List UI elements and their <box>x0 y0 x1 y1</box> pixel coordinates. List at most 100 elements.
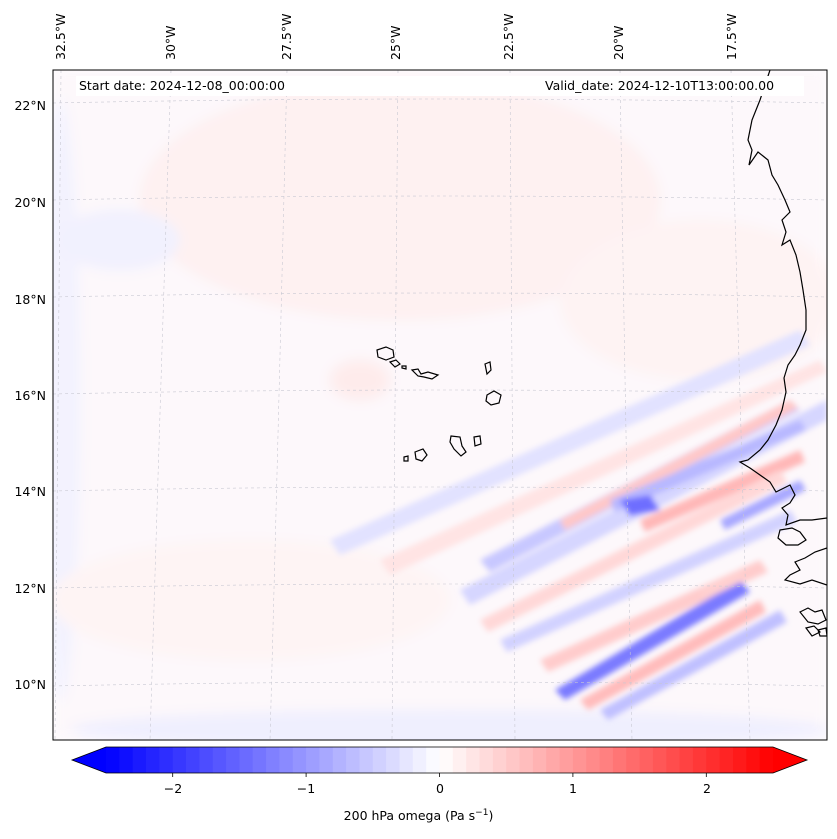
lon-label-17-5w: 17.5°W <box>724 13 739 60</box>
colorbar-cell <box>719 747 734 773</box>
island-sao-nicolau <box>410 368 440 380</box>
colorbar-tick-label-1: 1 <box>569 781 577 796</box>
colorbar-cell <box>479 747 494 773</box>
colorbar-tick-label-2: 2 <box>703 781 711 796</box>
island-fogo <box>414 448 428 462</box>
colorbar-extend-min <box>72 747 106 773</box>
colorbar-units-open: ( <box>445 808 451 824</box>
lat-label-12n: 12°N <box>14 581 46 596</box>
colorbar-cell <box>452 747 467 773</box>
africa-coastline-south <box>783 547 827 586</box>
lat-label-10n: 10°N <box>14 677 46 692</box>
colorbar-cells <box>72 747 807 773</box>
valid-date-label: Valid_date: 2024-12-10T13:00:00.00 <box>543 78 777 93</box>
omega-field <box>53 70 827 740</box>
island-maio <box>473 435 482 447</box>
colorbar-cell <box>652 747 667 773</box>
island-santo-antao <box>376 346 395 361</box>
colorbar-cell <box>386 747 401 773</box>
colorbar-cell <box>759 747 774 773</box>
gridlines <box>53 70 827 740</box>
colorbar-tick-label-0: 0 <box>436 781 444 796</box>
coastlines <box>376 70 827 637</box>
colorbar-cell <box>466 747 481 773</box>
bissagos-islands <box>799 607 827 637</box>
colorbar-cell <box>292 747 307 773</box>
island-sao-vicente <box>388 359 401 368</box>
africa-coastline <box>738 70 827 526</box>
colorbar-cell <box>159 747 174 773</box>
lat-label-14n: 14°N <box>14 484 46 499</box>
colorbar-cell <box>146 747 160 773</box>
colorbar-cell <box>666 747 681 773</box>
senegal-river-inlet <box>777 527 807 546</box>
island-santiago <box>449 435 467 457</box>
colorbar <box>70 746 809 777</box>
lon-label-32-5w: 32.5°W <box>53 13 68 60</box>
colorbar-cell <box>546 747 561 773</box>
map-frame <box>52 69 828 741</box>
island-sal <box>484 361 492 376</box>
colorbar-cell <box>439 747 454 773</box>
colorbar-cell <box>359 747 374 773</box>
colorbar-cell <box>399 747 414 773</box>
lon-label-27-5w: 27.5°W <box>279 13 294 60</box>
lon-label-22-5w: 22.5°W <box>501 13 516 60</box>
colorbar-cell <box>172 747 187 773</box>
colorbar-cell <box>266 747 281 773</box>
lon-label-30w: 30°W <box>163 25 178 60</box>
colorbar-cell <box>226 747 240 773</box>
colorbar-extend-max <box>773 747 807 773</box>
colorbar-cell <box>239 747 254 773</box>
colorbar-title: 200 hPa omega (Pa s−1) <box>0 808 837 823</box>
lat-label-20n: 20°N <box>14 195 46 210</box>
colorbar-cell <box>306 747 321 773</box>
colorbar-tick-label-neg2: −2 <box>163 781 183 796</box>
colorbar-cell <box>332 747 347 773</box>
island-brava <box>403 455 409 462</box>
island-boa-vista <box>485 390 502 406</box>
colorbar-cell <box>212 747 227 773</box>
colorbar-cell <box>519 747 534 773</box>
lat-label-22n: 22°N <box>14 98 46 113</box>
colorbar-cell <box>626 747 641 773</box>
colorbar-cell <box>572 747 587 773</box>
colorbar-cell <box>706 747 721 773</box>
colorbar-tick-label-neg1: −1 <box>296 781 316 796</box>
colorbar-cell <box>372 747 387 773</box>
colorbar-cell <box>586 747 601 773</box>
colorbar-cell <box>252 747 267 773</box>
colorbar-cell <box>692 747 707 773</box>
colorbar-cell <box>639 747 654 773</box>
lon-label-25w: 25°W <box>388 25 403 60</box>
colorbar-cell <box>319 747 334 773</box>
colorbar-cell <box>679 747 694 773</box>
colorbar-cell <box>612 747 627 773</box>
colorbar-cell <box>532 747 547 773</box>
colorbar-units-exponent: −1 <box>475 808 489 818</box>
colorbar-cell <box>746 747 761 773</box>
colorbar-cell <box>559 747 574 773</box>
colorbar-cell <box>279 747 294 773</box>
colorbar-cell <box>186 747 200 773</box>
colorbar-cell <box>492 747 507 773</box>
colorbar-ticks <box>172 773 707 777</box>
colorbar-cell <box>106 747 120 773</box>
colorbar-units: Pa s <box>450 808 476 824</box>
colorbar-cell <box>412 747 427 773</box>
colorbar-cell <box>199 747 214 773</box>
colorbar-outline <box>70 746 809 774</box>
colorbar-cell <box>599 747 614 773</box>
island-santa-luzia <box>401 365 407 370</box>
colorbar-variable: 200 hPa omega <box>343 808 442 824</box>
colorbar-cell <box>346 747 361 773</box>
colorbar-cell <box>732 747 747 773</box>
colorbar-cell <box>506 747 521 773</box>
start-date-label: Start date: 2024-12-08_00:00:00 <box>77 78 287 93</box>
colorbar-units-close: ) <box>488 808 494 824</box>
colorbar-cell <box>132 747 147 773</box>
colorbar-cell <box>426 747 441 773</box>
lon-label-20w: 20°W <box>611 25 626 60</box>
